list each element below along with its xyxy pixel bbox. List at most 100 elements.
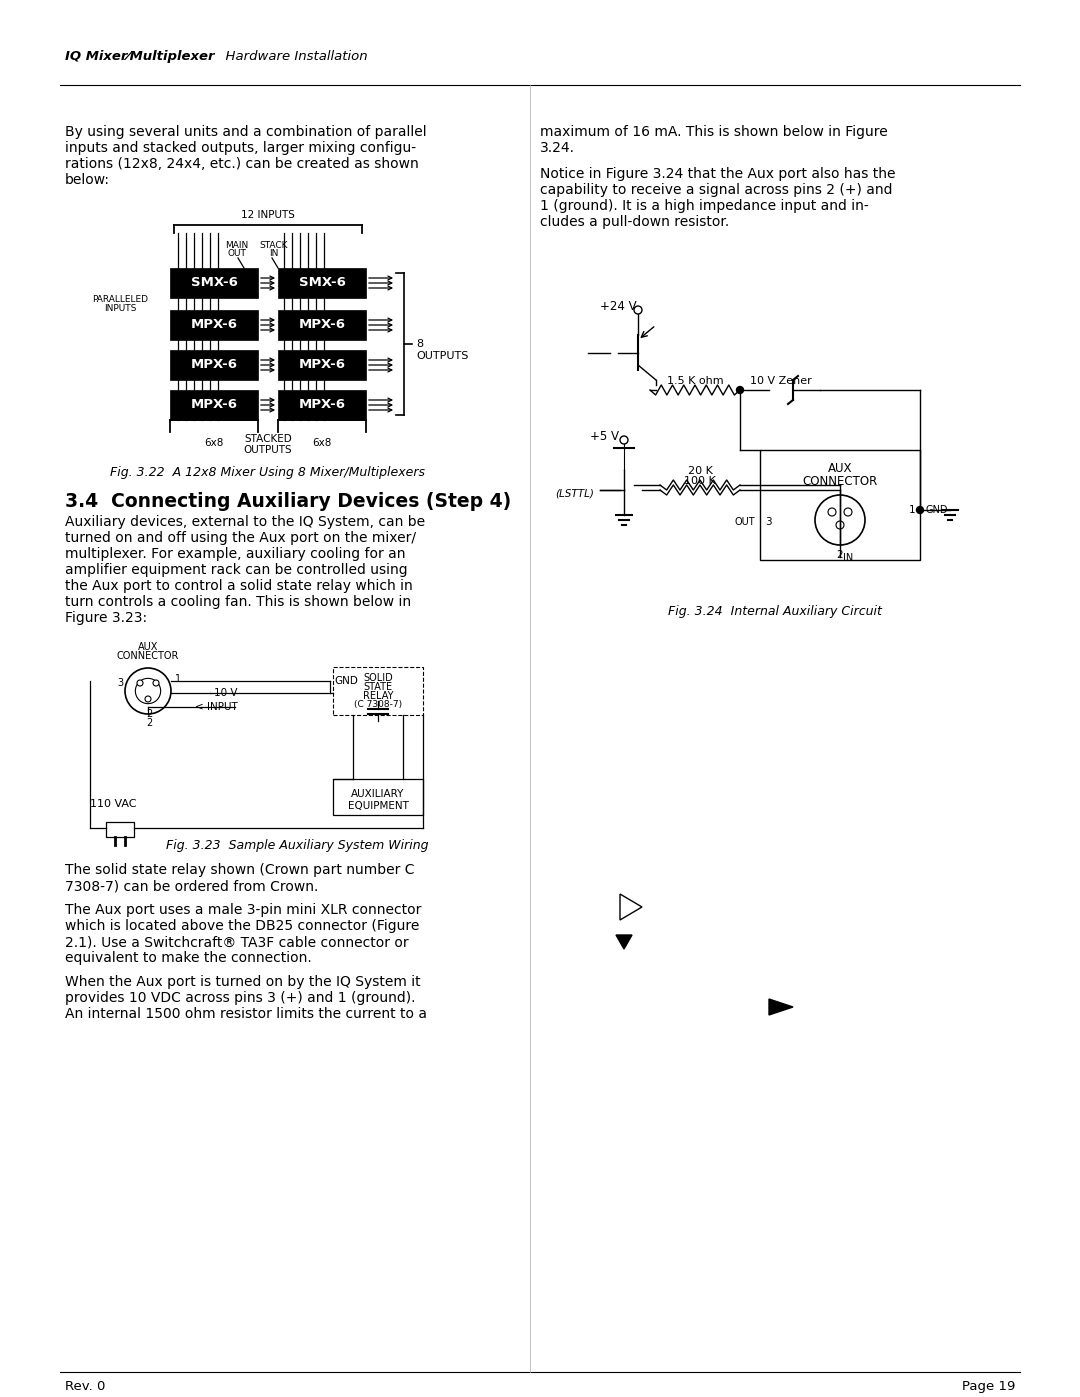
Text: 20 K: 20 K <box>688 467 713 476</box>
Text: AUX: AUX <box>138 643 158 652</box>
Text: MPX-6: MPX-6 <box>190 359 238 372</box>
Text: cludes a pull-down resistor.: cludes a pull-down resistor. <box>540 215 729 229</box>
Bar <box>278 351 366 380</box>
Text: 10 V Zener: 10 V Zener <box>751 376 812 386</box>
Bar <box>278 268 366 298</box>
Text: RELAY: RELAY <box>363 692 393 701</box>
Text: GND: GND <box>334 676 357 686</box>
Circle shape <box>137 680 143 686</box>
Circle shape <box>917 507 923 514</box>
Text: inputs and stacked outputs, larger mixing configu-: inputs and stacked outputs, larger mixin… <box>65 141 416 155</box>
Text: IN: IN <box>843 553 853 563</box>
Text: CONNECTOR: CONNECTOR <box>117 651 179 661</box>
Text: CONNECTOR: CONNECTOR <box>802 475 878 488</box>
Text: EQUIPMENT: EQUIPMENT <box>348 800 408 812</box>
Bar <box>170 310 258 339</box>
Text: An internal 1500 ohm resistor limits the current to a: An internal 1500 ohm resistor limits the… <box>65 1007 427 1021</box>
Text: SMX-6: SMX-6 <box>298 277 346 289</box>
Bar <box>278 310 366 339</box>
Text: (LSTTL): (LSTTL) <box>555 488 594 497</box>
Text: 2: 2 <box>146 718 152 728</box>
Text: 1.5 K ohm: 1.5 K ohm <box>666 376 724 386</box>
Text: INPUTS: INPUTS <box>104 305 136 313</box>
Text: 100 K: 100 K <box>684 476 716 486</box>
Text: 2.1). Use a Switchcraft® TA3F cable connector or: 2.1). Use a Switchcraft® TA3F cable conn… <box>65 935 408 949</box>
Text: MPX-6: MPX-6 <box>190 398 238 412</box>
Text: < INPUT: < INPUT <box>195 703 238 712</box>
Text: turned on and off using the Aux port on the mixer/: turned on and off using the Aux port on … <box>65 531 416 545</box>
Text: maximum of 16 mA. This is shown below in Figure: maximum of 16 mA. This is shown below in… <box>540 124 888 138</box>
Text: OUTPUTS: OUTPUTS <box>244 446 293 455</box>
Text: 3.24.: 3.24. <box>540 141 575 155</box>
Text: 3: 3 <box>765 517 771 527</box>
Text: 8: 8 <box>416 339 423 349</box>
Text: Figure 3.23:: Figure 3.23: <box>65 610 147 624</box>
Text: Fig. 3.23  Sample Auxiliary System Wiring: Fig. 3.23 Sample Auxiliary System Wiring <box>166 840 429 852</box>
Text: rations (12x8, 24x4, etc.) can be created as shown: rations (12x8, 24x4, etc.) can be create… <box>65 156 419 170</box>
Text: Fig. 3.24  Internal Auxiliary Circuit: Fig. 3.24 Internal Auxiliary Circuit <box>669 605 882 617</box>
Text: MPX-6: MPX-6 <box>298 319 346 331</box>
Text: 12 INPUTS: 12 INPUTS <box>241 210 295 219</box>
Bar <box>106 821 134 837</box>
Circle shape <box>737 387 743 394</box>
Text: 6x8: 6x8 <box>204 439 224 448</box>
Text: SOLID: SOLID <box>363 673 393 683</box>
Bar <box>760 450 920 560</box>
Bar <box>170 390 258 420</box>
Text: GND: GND <box>924 504 947 515</box>
Text: SMX-6: SMX-6 <box>190 277 238 289</box>
Text: equivalent to make the connection.: equivalent to make the connection. <box>65 951 312 965</box>
Text: OUTPUTS: OUTPUTS <box>416 351 469 360</box>
Polygon shape <box>616 935 632 949</box>
Text: IQ Mixer⁄Multiplexer: IQ Mixer⁄Multiplexer <box>65 50 215 63</box>
Text: STATE: STATE <box>364 682 392 692</box>
Text: 3.4  Connecting Auxiliary Devices (Step 4): 3.4 Connecting Auxiliary Devices (Step 4… <box>65 492 511 511</box>
Bar <box>333 666 423 715</box>
Text: AUX: AUX <box>827 462 852 475</box>
Text: 7308-7) can be ordered from Crown.: 7308-7) can be ordered from Crown. <box>65 879 319 893</box>
Text: which is located above the DB25 connector (Figure: which is located above the DB25 connecto… <box>65 919 419 933</box>
Text: Hardware Installation: Hardware Installation <box>217 50 367 63</box>
Text: +5 V: +5 V <box>590 430 619 443</box>
Text: OUT: OUT <box>228 249 246 258</box>
Text: 110 VAC: 110 VAC <box>90 799 136 809</box>
Bar <box>278 390 366 420</box>
Text: Page 19: Page 19 <box>961 1380 1015 1393</box>
Text: OUT: OUT <box>734 517 755 527</box>
Text: MPX-6: MPX-6 <box>298 359 346 372</box>
Text: When the Aux port is turned on by the IQ System it: When the Aux port is turned on by the IQ… <box>65 975 420 989</box>
Text: MAIN: MAIN <box>226 242 248 250</box>
Text: 10 V: 10 V <box>214 687 238 698</box>
Text: 1: 1 <box>175 673 181 685</box>
Text: below:: below: <box>65 173 110 187</box>
Text: By using several units and a combination of parallel: By using several units and a combination… <box>65 124 427 138</box>
Text: Fig. 3.22  A 12x8 Mixer Using 8 Mixer/Multiplexers: Fig. 3.22 A 12x8 Mixer Using 8 Mixer/Mul… <box>110 467 426 479</box>
Text: capability to receive a signal across pins 2 (+) and: capability to receive a signal across pi… <box>540 183 892 197</box>
Text: 3: 3 <box>117 678 123 687</box>
Text: MPX-6: MPX-6 <box>298 398 346 412</box>
Text: provides 10 VDC across pins 3 (+) and 1 (ground).: provides 10 VDC across pins 3 (+) and 1 … <box>65 990 416 1004</box>
Text: the Aux port to control a solid state relay which in: the Aux port to control a solid state re… <box>65 578 413 592</box>
Text: Auxiliary devices, external to the IQ System, can be: Auxiliary devices, external to the IQ Sy… <box>65 515 426 529</box>
Bar <box>333 780 423 814</box>
Text: turn controls a cooling fan. This is shown below in: turn controls a cooling fan. This is sho… <box>65 595 411 609</box>
Text: Notice in Figure 3.24 that the Aux port also has the: Notice in Figure 3.24 that the Aux port … <box>540 168 895 182</box>
Bar <box>170 351 258 380</box>
Text: 1 (ground). It is a high impedance input and in-: 1 (ground). It is a high impedance input… <box>540 198 868 212</box>
Text: (C 7308-7): (C 7308-7) <box>354 700 402 710</box>
Text: 1: 1 <box>908 504 915 515</box>
Text: 2: 2 <box>146 710 152 719</box>
Polygon shape <box>769 999 793 1016</box>
Text: STACKED: STACKED <box>244 434 292 444</box>
Circle shape <box>153 680 159 686</box>
Bar <box>170 268 258 298</box>
Circle shape <box>145 696 151 703</box>
Text: The Aux port uses a male 3-pin mini XLR connector: The Aux port uses a male 3-pin mini XLR … <box>65 902 421 916</box>
Text: 2: 2 <box>837 550 843 560</box>
Text: 6x8: 6x8 <box>312 439 332 448</box>
Text: Rev. 0: Rev. 0 <box>65 1380 106 1393</box>
Text: MPX-6: MPX-6 <box>190 319 238 331</box>
Text: STACK: STACK <box>260 242 288 250</box>
Text: IN: IN <box>269 249 279 258</box>
Text: +24 V: +24 V <box>600 300 636 313</box>
